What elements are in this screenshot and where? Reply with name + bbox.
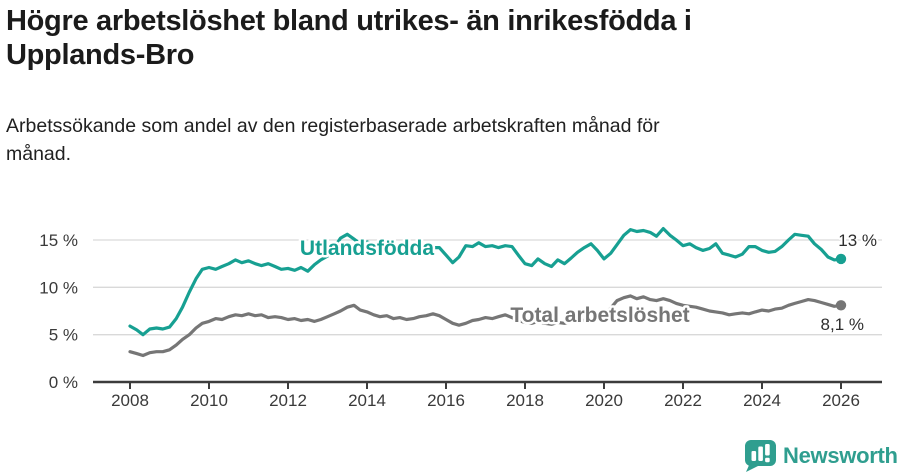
newsworthy-logo[interactable]: Newsworthy bbox=[740, 436, 900, 474]
series-line-total bbox=[128, 294, 843, 358]
y-axis-tick-label: 10 % bbox=[39, 278, 78, 297]
y-axis-tick-label: 15 % bbox=[39, 231, 78, 250]
x-axis-tick-label: 2022 bbox=[664, 391, 702, 410]
chart-title-line1: Högre arbetslöshet bland utrikes- än inr… bbox=[6, 5, 692, 37]
end-value-annotation: 8,1 % bbox=[821, 315, 864, 334]
newsworthy-bubble-icon bbox=[745, 440, 776, 472]
exclamation-dot-icon bbox=[765, 457, 770, 463]
chart-subtitle-line2: månad. bbox=[6, 143, 72, 165]
x-axis-tick-label: 2020 bbox=[585, 391, 623, 410]
bar-icon bbox=[751, 451, 757, 461]
series-label: Total arbetslöshet bbox=[510, 304, 689, 327]
x-axis-tick-label: 2008 bbox=[111, 391, 149, 410]
x-axis-tick-label: 2018 bbox=[506, 391, 544, 410]
x-axis-tick-label: 2012 bbox=[269, 391, 307, 410]
bar-icon bbox=[758, 446, 763, 461]
chart-subtitle: Arbetssökande som andel av den registerb… bbox=[6, 112, 826, 168]
x-axis-tick-label: 2024 bbox=[743, 391, 781, 410]
y-axis-tick-label: 5 % bbox=[49, 326, 78, 345]
chart-title: Högre arbetslöshet bland utrikes- än inr… bbox=[6, 4, 866, 72]
x-axis-tick-label: 2016 bbox=[427, 391, 465, 410]
exclamation-icon bbox=[765, 444, 770, 456]
newsworthy-wordmark: Newsworthy bbox=[783, 443, 898, 468]
chart-subtitle-line1: Arbetssökande som andel av den registerb… bbox=[6, 115, 660, 137]
series-line-utlandsfodda bbox=[128, 227, 843, 337]
x-axis-tick-label: 2014 bbox=[348, 391, 386, 410]
y-axis-tick-label: 0 % bbox=[49, 373, 78, 392]
series-label: Utlandsfödda bbox=[300, 237, 434, 260]
series-end-dot bbox=[835, 253, 847, 265]
end-value-annotation: 13 % bbox=[838, 231, 877, 250]
newsworthy-branding: Newsworthy bbox=[740, 436, 900, 474]
x-axis-tick-label: 2026 bbox=[822, 391, 860, 410]
chart-title-line2: Upplands-Bro bbox=[6, 39, 195, 71]
x-axis-tick-label: 2010 bbox=[190, 391, 228, 410]
series-end-dot bbox=[835, 300, 847, 311]
